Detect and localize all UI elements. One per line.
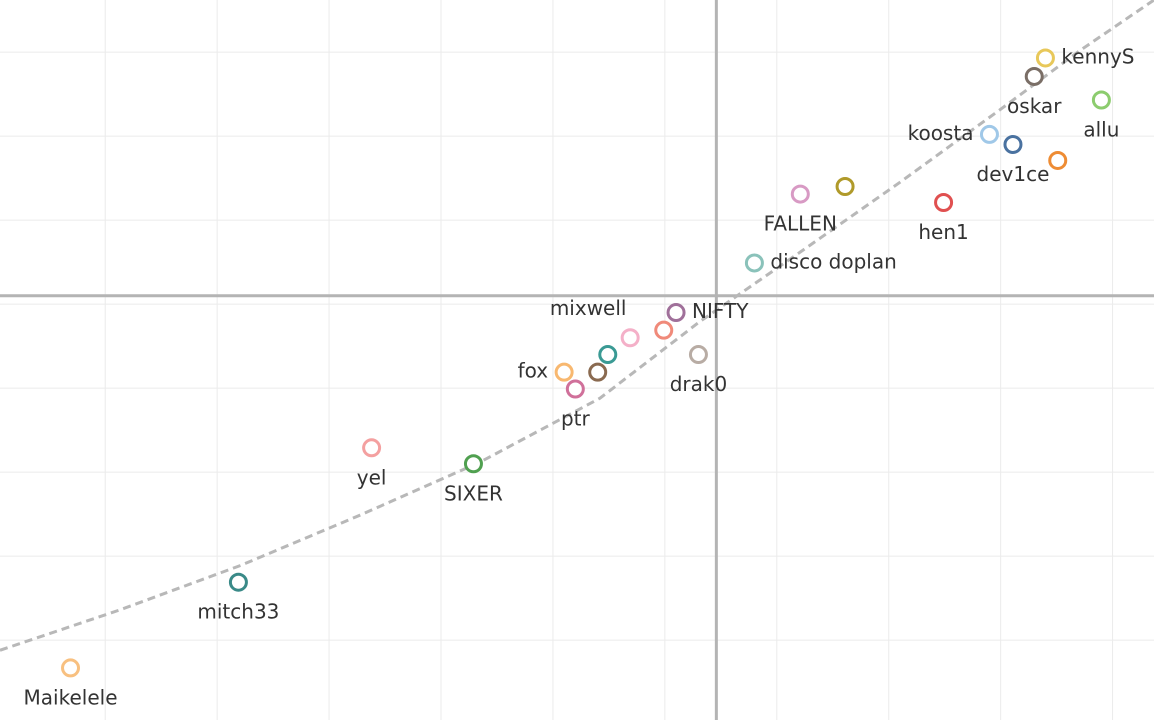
point-label: mixwell: [550, 296, 627, 320]
point: [979, 124, 999, 144]
point: [598, 345, 618, 365]
point-label: Maikelele: [24, 685, 118, 709]
point: [1091, 90, 1111, 110]
point: [1024, 66, 1044, 86]
point-label: kennyS: [1061, 44, 1134, 68]
point: [1003, 135, 1023, 155]
point-label: fox: [518, 359, 549, 383]
point: [744, 253, 764, 273]
point: [1035, 48, 1055, 68]
point: [228, 572, 248, 592]
point: [463, 454, 483, 474]
point: [790, 184, 810, 204]
point-label: FALLEN: [764, 212, 837, 236]
point: [565, 379, 585, 399]
point: [362, 438, 382, 458]
point: [554, 362, 574, 382]
point-label: dev1ce: [977, 162, 1050, 186]
point: [620, 328, 640, 348]
point: [1048, 150, 1068, 170]
point: [588, 362, 608, 382]
point-label: mitch33: [197, 600, 279, 624]
point-label: yel: [357, 465, 387, 489]
point: [934, 192, 954, 212]
point: [61, 658, 81, 678]
point-label: oskar: [1007, 94, 1062, 118]
point-label: ptr: [561, 406, 591, 430]
point: [654, 320, 674, 340]
point: [835, 177, 855, 197]
point-label: NIFTY: [692, 299, 749, 323]
point: [666, 303, 686, 323]
point-label: allu: [1083, 117, 1119, 141]
point-label: hen1: [918, 220, 968, 244]
point-label: koosta: [908, 121, 974, 145]
point: [688, 345, 708, 365]
trend-line: [0, 0, 1154, 652]
point-label: disco doplan: [770, 249, 896, 273]
point-label: SIXER: [444, 481, 503, 505]
point-label: drak0: [670, 372, 727, 396]
